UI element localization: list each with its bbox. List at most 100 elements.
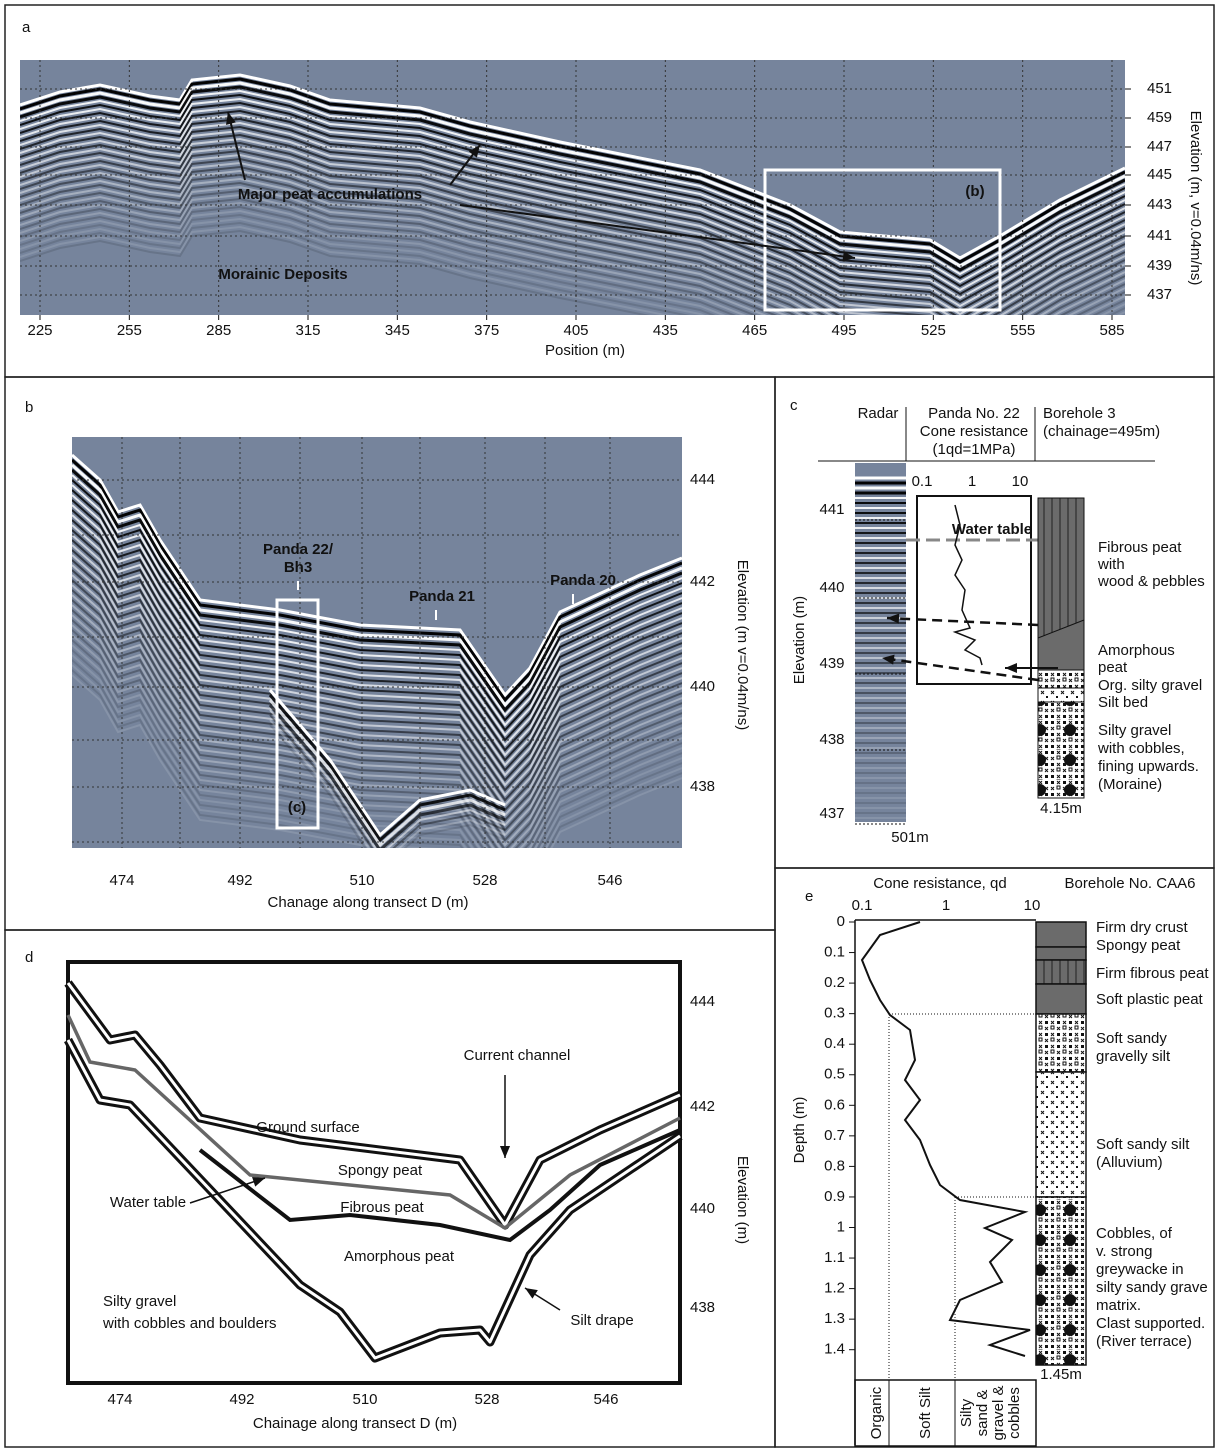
soil-class-label: Silty xyxy=(958,1398,975,1427)
reflector xyxy=(72,574,682,817)
column-header: Panda No. 22 xyxy=(928,405,1020,422)
reflector xyxy=(269,719,506,848)
y-tick-label: 1.1 xyxy=(824,1249,845,1266)
reflector xyxy=(269,714,506,848)
reflector xyxy=(72,468,682,713)
y-tick-label: 437 xyxy=(819,805,844,822)
reflector xyxy=(72,509,682,752)
marker-label: Panda 22/ xyxy=(263,541,334,558)
y-tick-label: 442 xyxy=(690,573,715,590)
axis-label: Elevation (m) xyxy=(791,596,808,684)
reflector xyxy=(20,141,1125,315)
reflector xyxy=(20,157,1125,315)
unit-label: Amorphous xyxy=(1098,642,1175,659)
marker-label: Panda 21 xyxy=(409,588,475,605)
arrow-head xyxy=(468,145,480,158)
x-tick-label: 0.1 xyxy=(852,897,873,914)
unit-label: Soft sandy silt xyxy=(1096,1136,1190,1153)
y-tick-label: 445 xyxy=(1147,166,1172,183)
reflector xyxy=(72,539,682,782)
panel-label: d xyxy=(25,949,33,966)
x-tick-label: 375 xyxy=(474,322,499,339)
x-tick-label: 1 xyxy=(968,473,976,490)
unit-label: (Alluvium) xyxy=(1096,1154,1163,1171)
annotation: 1.45m xyxy=(1040,1366,1082,1383)
unit-label: fining upwards. xyxy=(1098,758,1199,775)
reflector xyxy=(72,619,682,848)
unit-label: with xyxy=(1097,556,1125,573)
reflector xyxy=(72,453,682,698)
y-tick-label: 437 xyxy=(1147,286,1172,303)
unit-label: Spongy peat xyxy=(1096,937,1181,954)
cone-plot-frame xyxy=(916,495,1032,685)
reflector xyxy=(72,624,682,848)
x-tick-label: 510 xyxy=(349,872,374,889)
y-tick-label: 443 xyxy=(1147,196,1172,213)
panel-label: b xyxy=(25,399,33,416)
reflector xyxy=(72,609,682,848)
y-tick-label: 0.5 xyxy=(824,1066,845,1083)
reflector xyxy=(72,674,682,848)
reflector xyxy=(20,81,1125,268)
annotation: Spongy peat xyxy=(338,1162,423,1179)
x-tick-label: 585 xyxy=(1099,322,1124,339)
reflector xyxy=(72,664,682,848)
unit-label: Firm dry crust xyxy=(1096,919,1188,936)
y-tick-label: 440 xyxy=(690,678,715,695)
arrow-head xyxy=(252,1176,265,1187)
arrow-shaft xyxy=(189,1177,266,1204)
arrow-shaft xyxy=(886,616,1039,627)
x-tick-label: 285 xyxy=(206,322,231,339)
reflector xyxy=(72,458,682,703)
reflector xyxy=(20,125,1125,312)
x-tick-label: 345 xyxy=(385,322,410,339)
y-tick-label: 0.8 xyxy=(824,1157,845,1174)
axis-label: Depth (m) xyxy=(791,1097,808,1164)
reflector xyxy=(20,73,1125,260)
unit-label: greywacke in xyxy=(1096,1261,1184,1278)
reflector xyxy=(72,554,682,797)
x-tick-label: 492 xyxy=(229,1391,254,1408)
arrow-head xyxy=(882,654,895,665)
unit-label: Cobbles, of xyxy=(1096,1225,1173,1242)
reflector xyxy=(72,659,682,848)
inset-label: (c) xyxy=(288,799,306,816)
y-tick-label: 447 xyxy=(1147,138,1172,155)
soil-class-label: cobbles xyxy=(1006,1387,1023,1439)
x-tick-label: 255 xyxy=(117,322,142,339)
reflector xyxy=(268,689,506,838)
annotation: Water table xyxy=(110,1194,186,1211)
reflector xyxy=(20,117,1125,304)
reflector xyxy=(72,559,682,802)
column-header: Radar xyxy=(858,405,899,422)
y-tick-label: 0.1 xyxy=(824,944,845,961)
reflector xyxy=(268,699,506,848)
x-tick-label: 474 xyxy=(107,1391,132,1408)
x-tick-label: 10 xyxy=(1024,897,1041,914)
arrow-head xyxy=(225,112,236,125)
x-tick-label: 492 xyxy=(227,872,252,889)
reflector xyxy=(20,161,1125,315)
inset-box xyxy=(763,168,1002,312)
fibrous-base xyxy=(198,1128,681,1243)
reflector xyxy=(72,669,682,848)
y-tick-label: 0.4 xyxy=(824,1035,845,1052)
y-tick-label: 0 xyxy=(837,913,845,930)
x-tick-label: 546 xyxy=(593,1391,618,1408)
unit-label: gravelly silt xyxy=(1096,1048,1171,1065)
reflector xyxy=(20,217,1125,315)
reflector xyxy=(269,709,506,848)
soil-class-label: gravel & xyxy=(990,1385,1007,1440)
y-tick-label: 439 xyxy=(819,655,844,672)
y-tick-label: 441 xyxy=(819,501,844,518)
x-tick-label: 0.1 xyxy=(912,473,933,490)
y-tick-label: 441 xyxy=(1147,227,1172,244)
column-header: Borehole No. CAA6 xyxy=(1065,875,1196,892)
reflector xyxy=(72,514,682,757)
reflector xyxy=(72,504,682,747)
unit-label: Silty gravel xyxy=(1098,722,1171,739)
reflector xyxy=(20,169,1125,315)
silt-drape xyxy=(66,1039,681,1360)
unit-label: with cobbles, xyxy=(1097,740,1185,757)
